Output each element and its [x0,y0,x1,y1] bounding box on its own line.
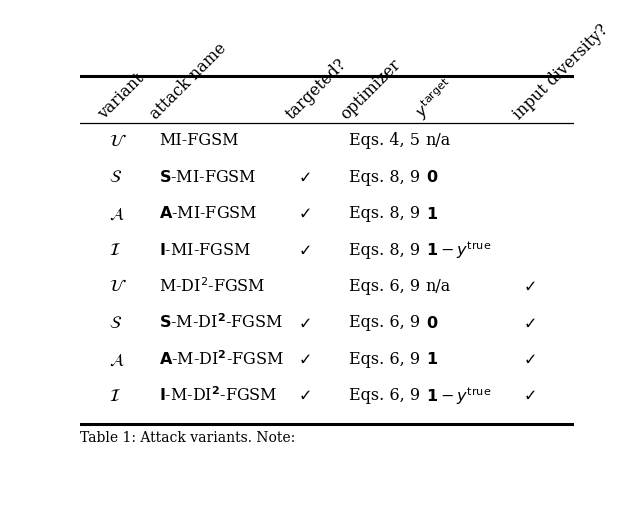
Text: $\mathcal{I}$: $\mathcal{I}$ [110,387,121,405]
Text: Eqs. 6, 9: Eqs. 6, 9 [349,278,420,295]
Text: $\mathbf{1}$: $\mathbf{1}$ [426,351,438,368]
Text: $\mathbf{I}$-MI-FGSM: $\mathbf{I}$-MI-FGSM [159,242,251,259]
Text: $\mathbf{I}$-M-DI$^{\mathbf{2}}$-FGSM: $\mathbf{I}$-M-DI$^{\mathbf{2}}$-FGSM [159,387,278,405]
Text: $\mathbf{A}$-MI-FGSM: $\mathbf{A}$-MI-FGSM [159,205,257,222]
Text: $\checkmark$: $\checkmark$ [523,316,536,331]
Text: $\checkmark$: $\checkmark$ [299,206,311,221]
Text: $\mathbf{0}$: $\mathbf{0}$ [426,169,438,185]
Text: $\mathbf{1} - y^{\mathrm{true}}$: $\mathbf{1} - y^{\mathrm{true}}$ [426,239,491,261]
Text: Eqs. 8, 9: Eqs. 8, 9 [349,169,420,186]
Text: MI-FGSM: MI-FGSM [159,132,239,150]
Text: M-DI$^{2}$-FGSM: M-DI$^{2}$-FGSM [159,277,265,296]
Text: targeted?: targeted? [283,56,350,123]
Text: $\mathbf{S}$-MI-FGSM: $\mathbf{S}$-MI-FGSM [159,169,256,186]
Text: n/a: n/a [426,278,451,295]
Text: $\checkmark$: $\checkmark$ [299,316,311,331]
Text: Table 1: Attack variants. Note:: Table 1: Attack variants. Note: [80,431,299,446]
Text: $\checkmark$: $\checkmark$ [523,388,536,403]
Text: optimizer: optimizer [338,56,404,123]
Text: $\mathcal{A}$: $\mathcal{A}$ [110,205,125,223]
Text: $\mathbf{1} - y^{\mathrm{true}}$: $\mathbf{1} - y^{\mathrm{true}}$ [426,385,491,407]
Text: input diversity?: input diversity? [510,21,612,123]
Text: $\checkmark$: $\checkmark$ [299,352,311,367]
Text: attack name: attack name [147,40,230,123]
Text: $\mathcal{S}$: $\mathcal{S}$ [110,168,122,186]
Text: variant: variant [95,70,148,123]
Text: Eqs. 8, 9: Eqs. 8, 9 [349,205,420,222]
Text: $\mathbf{A}$-M-DI$^{\mathbf{2}}$-FGSM: $\mathbf{A}$-M-DI$^{\mathbf{2}}$-FGSM [159,350,284,369]
Text: $\mathbf{0}$: $\mathbf{0}$ [426,315,438,331]
Text: $\checkmark$: $\checkmark$ [299,243,311,258]
Text: $\mathcal{A}$: $\mathcal{A}$ [110,351,125,369]
Text: Eqs. 6, 9: Eqs. 6, 9 [349,387,420,404]
Text: Eqs. 6, 9: Eqs. 6, 9 [349,351,420,368]
Text: $y^{\mathrm{target}}$: $y^{\mathrm{target}}$ [410,75,459,123]
Text: $\checkmark$: $\checkmark$ [523,279,536,294]
Text: $\checkmark$: $\checkmark$ [523,352,536,367]
Text: $\mathcal{U}$: $\mathcal{U}$ [110,278,127,296]
Text: $\checkmark$: $\checkmark$ [299,170,311,185]
Text: Eqs. 8, 9: Eqs. 8, 9 [349,242,420,259]
Text: $\mathcal{S}$: $\mathcal{S}$ [110,314,122,332]
Text: $\checkmark$: $\checkmark$ [299,388,311,403]
Text: Eqs. 6, 9: Eqs. 6, 9 [349,315,420,332]
Text: Eqs. 4, 5: Eqs. 4, 5 [349,132,420,150]
Text: n/a: n/a [426,132,451,150]
Text: $\mathbf{1}$: $\mathbf{1}$ [426,206,438,222]
Text: $\mathbf{S}$-M-DI$^{\mathbf{2}}$-FGSM: $\mathbf{S}$-M-DI$^{\mathbf{2}}$-FGSM [159,314,283,332]
Text: $\mathcal{I}$: $\mathcal{I}$ [110,241,121,259]
Text: $\mathcal{U}$: $\mathcal{U}$ [110,132,127,150]
